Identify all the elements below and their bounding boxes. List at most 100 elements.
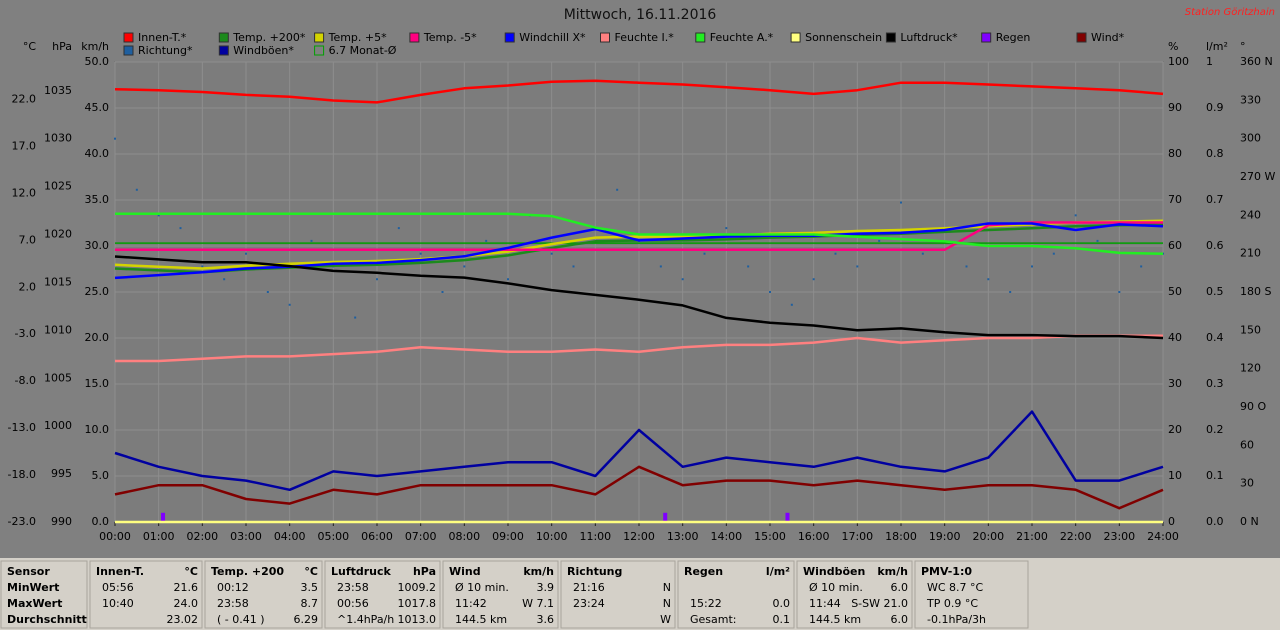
column-header: Windböen xyxy=(803,565,865,578)
direction-dot xyxy=(856,265,859,268)
x-tick-label: 16:00 xyxy=(798,530,830,543)
legend-label: 6.7 Monat-Ø xyxy=(329,44,397,57)
direction-dot xyxy=(376,278,378,281)
y-tick-label: 0.1 xyxy=(1206,469,1224,482)
table-panel xyxy=(0,560,88,629)
direction-dot xyxy=(790,303,793,306)
y-tick-label: 0.5 xyxy=(1206,285,1224,298)
legend-swatch xyxy=(981,32,992,43)
direction-dot xyxy=(201,265,204,268)
cell-value: 1013.0 xyxy=(398,613,437,626)
direction-dot xyxy=(1096,239,1099,242)
y-tick-label: -23.0 xyxy=(8,515,36,528)
x-tick-label: 24:00 xyxy=(1147,530,1179,543)
cell-text: 144.5 km xyxy=(455,613,507,626)
cell-text: 11:42 xyxy=(455,597,487,610)
cell-text: TP 0.9 °C xyxy=(926,597,978,610)
cell-value: 1009.2 xyxy=(398,581,437,594)
cell-text: 00:12 xyxy=(217,581,249,594)
cell-value: 3.5 xyxy=(301,581,319,594)
x-tick-label: 12:00 xyxy=(623,530,655,543)
y-tick-label: 120 xyxy=(1240,362,1261,375)
column-header: Innen-T. xyxy=(96,565,144,578)
y-tick-label: 100 xyxy=(1168,55,1189,68)
axis-unit: km/h xyxy=(81,40,109,53)
cell-text: 05:56 xyxy=(102,581,134,594)
direction-dot xyxy=(441,291,444,293)
y-tick-label: 30 xyxy=(1168,377,1182,390)
cell-text: 21:16 xyxy=(573,581,605,594)
column-header: Regen xyxy=(684,565,723,578)
table-panel xyxy=(324,560,441,629)
series-line xyxy=(114,255,1164,340)
table-panel xyxy=(677,560,795,629)
y-tick-label: 270 W xyxy=(1240,170,1275,183)
direction-dot xyxy=(900,201,902,204)
series-line xyxy=(114,410,1164,492)
row-label: MinWert xyxy=(7,581,59,594)
table-header: Sensor xyxy=(7,565,50,578)
direction-dot xyxy=(747,265,750,268)
y-tick-label: 1035 xyxy=(44,84,72,97)
column-unit: °C xyxy=(304,565,318,578)
y-tick-label: 0.6 xyxy=(1206,239,1224,252)
y-tick-label: 0 xyxy=(1168,515,1175,528)
series-line xyxy=(115,221,1163,252)
direction-dot xyxy=(157,214,160,217)
column-unit: l/m² xyxy=(766,565,790,578)
direction-dot xyxy=(550,252,553,255)
x-tick-label: 01:00 xyxy=(143,530,175,543)
column-unit: km/h xyxy=(877,565,908,578)
column-unit: hPa xyxy=(413,565,436,578)
axis-unit: ° xyxy=(1240,40,1246,53)
direction-dot xyxy=(288,303,291,306)
column-header: Wind xyxy=(449,565,481,578)
y-tick-label: 995 xyxy=(51,467,72,480)
y-tick-label: 12.0 xyxy=(12,186,37,199)
table-panel xyxy=(89,560,203,629)
y-tick-label: 2.0 xyxy=(19,280,37,293)
series-line xyxy=(114,465,1164,510)
y-tick-label: 1 xyxy=(1206,55,1213,68)
y-tick-label: 0.2 xyxy=(1206,423,1224,436)
legend-label: Temp. +200* xyxy=(232,31,306,44)
legend-swatch xyxy=(1076,32,1087,43)
cell-text: Ø 10 min. xyxy=(455,581,509,594)
y-tick-label: -3.0 xyxy=(15,327,36,340)
x-tick-label: 13:00 xyxy=(667,530,699,543)
cell-text: -0.1hPa/3h xyxy=(927,613,986,626)
column-unit: km/h xyxy=(523,565,554,578)
direction-dot xyxy=(987,278,990,281)
y-tick-label: 35.0 xyxy=(85,193,110,206)
x-tick-label: 22:00 xyxy=(1060,530,1092,543)
y-tick-label: 0.9 xyxy=(1206,101,1224,114)
direction-dot xyxy=(965,265,968,268)
table-panel xyxy=(560,560,676,629)
x-tick-label: 15:00 xyxy=(754,530,786,543)
cell-value: 1017.8 xyxy=(398,597,437,610)
direction-dot xyxy=(616,188,619,191)
direction-dot xyxy=(812,278,815,281)
table-panel xyxy=(204,560,323,629)
direction-dot xyxy=(659,265,662,268)
y-tick-label: 150 xyxy=(1240,323,1261,336)
cell-text: 144.5 km xyxy=(809,613,861,626)
x-tick-label: 20:00 xyxy=(972,530,1004,543)
legend-label: Richtung* xyxy=(138,44,193,57)
y-tick-label: 0.0 xyxy=(92,515,110,528)
cell-value: S-SW 21.0 xyxy=(851,597,908,610)
x-tick-label: 14:00 xyxy=(710,530,742,543)
table-panel xyxy=(442,560,559,629)
legend-label: Luftdruck* xyxy=(900,31,958,44)
direction-dot xyxy=(725,227,728,230)
cell-text: 10:40 xyxy=(102,597,134,610)
chart-title: Mittwoch, 16.11.2016 xyxy=(564,7,717,23)
column-header: Richtung xyxy=(567,565,622,578)
x-tick-label: 00:00 xyxy=(99,530,131,543)
series-line xyxy=(115,212,1164,256)
direction-dot xyxy=(223,278,226,281)
y-tick-label: 1020 xyxy=(44,228,72,241)
y-tick-label: 330 xyxy=(1240,93,1261,106)
y-tick-label: 7.0 xyxy=(19,233,37,246)
